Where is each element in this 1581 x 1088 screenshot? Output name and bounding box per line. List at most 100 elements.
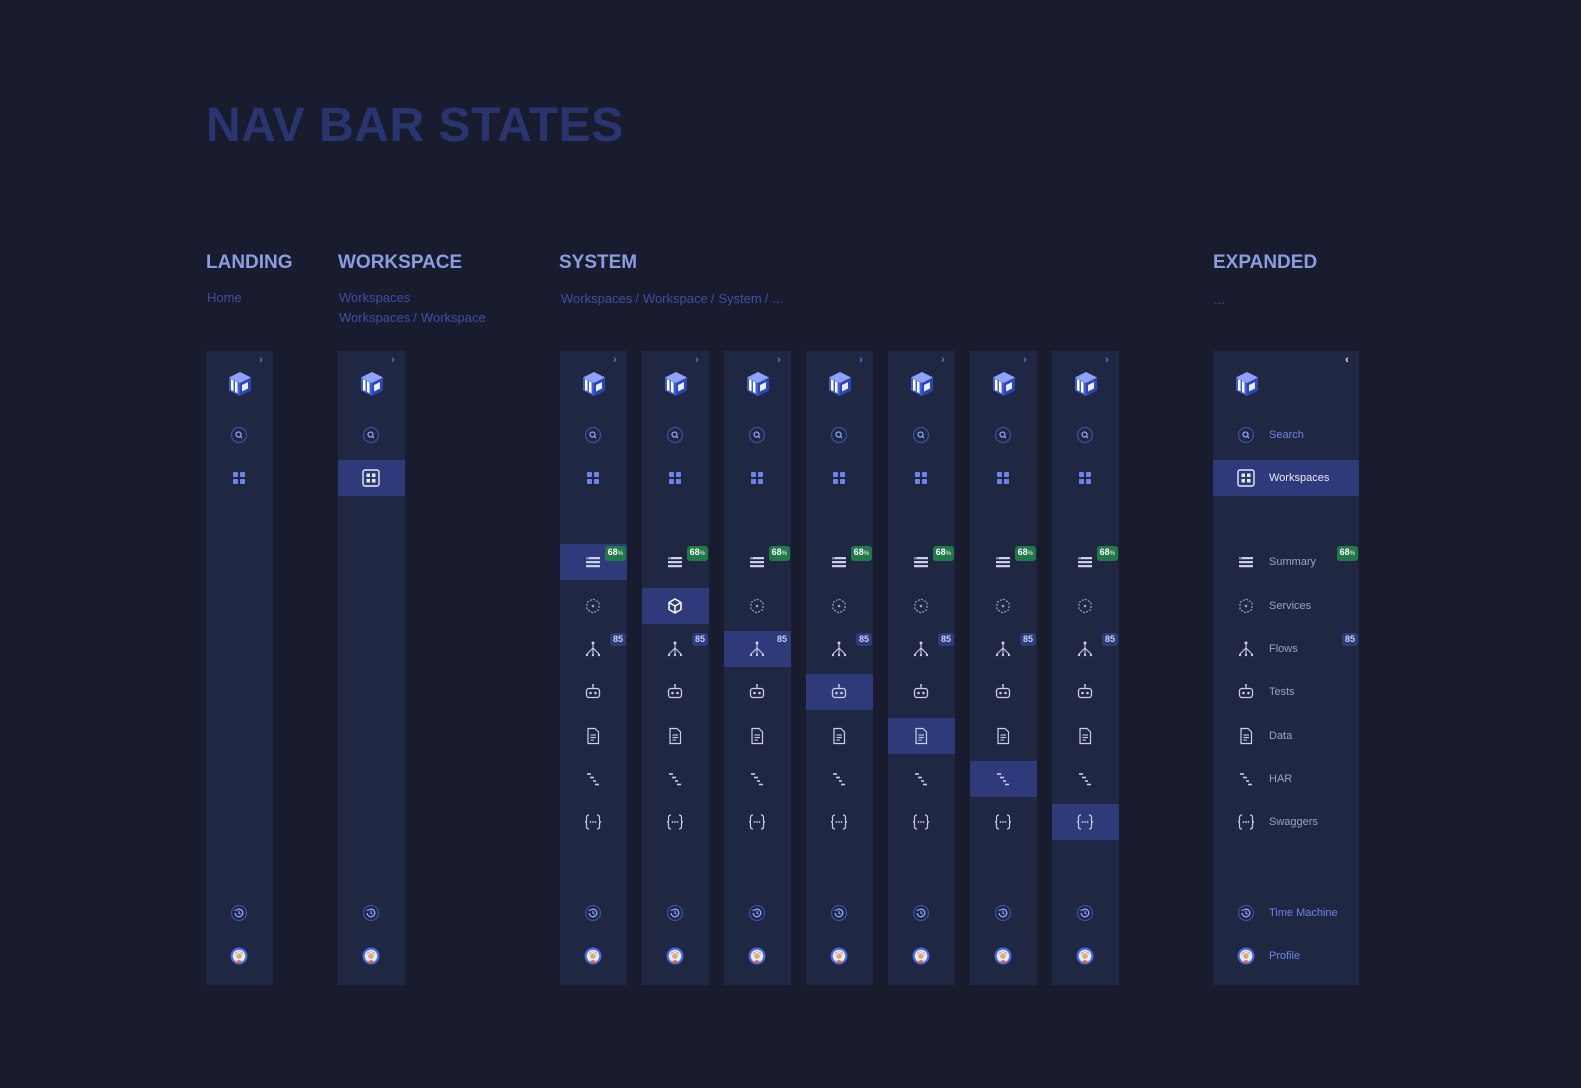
nav-item-flows[interactable]: 85 [1052,631,1119,667]
nav-item-time-machine[interactable] [806,895,873,931]
nav-item-profile[interactable] [806,938,873,974]
nav-item-data[interactable] [724,718,791,754]
nav-item-data[interactable]: Data [1213,718,1359,754]
nav-item-swaggers[interactable]: Swaggers [1213,804,1359,840]
nav-item-har[interactable] [724,761,791,797]
nav-item-summary[interactable]: 68% [888,544,955,580]
nav-item-summary[interactable]: 68% [970,544,1037,580]
nav-item-workspaces[interactable] [560,460,627,496]
nav-item-tests[interactable] [888,674,955,710]
nav-item-swaggers[interactable] [970,804,1037,840]
nav-item-flows[interactable]: 85 [970,631,1037,667]
nav-item-services[interactable] [1052,588,1119,624]
nav-item-har[interactable] [970,761,1037,797]
nav-item-workspaces[interactable] [724,460,791,496]
nav-item-workspaces[interactable] [338,460,405,496]
breadcrumb-workspace[interactable]: Workspace [642,291,708,306]
breadcrumb-home[interactable]: Home [207,290,242,305]
nav-item-search[interactable] [970,417,1037,453]
nav-item-tests[interactable] [806,674,873,710]
nav-item-services[interactable] [888,588,955,624]
logo-icon[interactable] [1072,370,1100,398]
nav-item-time-machine[interactable] [888,895,955,931]
nav-item-swaggers[interactable] [806,804,873,840]
nav-item-search[interactable] [560,417,627,453]
nav-item-workspaces[interactable] [206,460,273,496]
nav-item-time-machine[interactable] [724,895,791,931]
nav-item-profile[interactable] [338,938,405,974]
nav-item-swaggers[interactable] [1052,804,1119,840]
nav-item-time-machine[interactable] [1052,895,1119,931]
nav-item-services[interactable] [642,588,709,624]
nav-item-tests[interactable] [1052,674,1119,710]
nav-item-time-machine[interactable] [338,895,405,931]
nav-item-summary[interactable]: Summary 68% [1213,544,1359,580]
logo-icon[interactable] [744,370,772,398]
nav-item-workspaces[interactable] [806,460,873,496]
nav-item-workspaces[interactable]: Workspaces [1213,460,1359,496]
nav-item-tests[interactable] [642,674,709,710]
nav-item-data[interactable] [806,718,873,754]
nav-item-swaggers[interactable] [642,804,709,840]
breadcrumb-workspaces[interactable]: Workspaces [339,310,411,325]
nav-item-time-machine[interactable] [970,895,1037,931]
nav-item-tests[interactable] [970,674,1037,710]
nav-item-search[interactable] [206,417,273,453]
nav-item-summary[interactable]: 68% [806,544,873,580]
nav-item-har[interactable] [888,761,955,797]
chevron-right-icon[interactable]: › [613,354,617,366]
nav-item-flows[interactable]: 85 [888,631,955,667]
nav-item-search[interactable]: Search [1213,417,1359,453]
nav-item-time-machine[interactable]: Time Machine [1213,895,1359,931]
nav-item-profile[interactable] [888,938,955,974]
chevron-right-icon[interactable]: › [1023,354,1027,366]
logo-icon[interactable] [908,370,936,398]
nav-item-search[interactable] [338,417,405,453]
nav-item-time-machine[interactable] [642,895,709,931]
nav-item-data[interactable] [888,718,955,754]
nav-item-profile[interactable]: Profile [1213,938,1359,974]
chevron-right-icon[interactable]: › [695,354,699,366]
nav-item-profile[interactable] [724,938,791,974]
nav-item-data[interactable] [1052,718,1119,754]
nav-item-summary[interactable]: 68% [560,544,627,580]
chevron-right-icon[interactable]: › [859,354,863,366]
nav-item-swaggers[interactable] [560,804,627,840]
nav-item-search[interactable] [724,417,791,453]
chevron-right-icon[interactable]: › [941,354,945,366]
nav-item-summary[interactable]: 68% [1052,544,1119,580]
logo-icon[interactable] [826,370,854,398]
nav-item-flows[interactable]: 85 [806,631,873,667]
nav-item-data[interactable] [560,718,627,754]
nav-item-tests[interactable] [560,674,627,710]
nav-item-search[interactable] [1052,417,1119,453]
nav-item-summary[interactable]: 68% [724,544,791,580]
nav-item-flows[interactable]: 85 [724,631,791,667]
nav-item-time-machine[interactable] [206,895,273,931]
nav-item-search[interactable] [806,417,873,453]
nav-item-services[interactable] [970,588,1037,624]
nav-item-swaggers[interactable] [888,804,955,840]
nav-item-data[interactable] [642,718,709,754]
nav-item-workspaces[interactable] [970,460,1037,496]
nav-item-profile[interactable] [206,938,273,974]
nav-item-profile[interactable] [642,938,709,974]
nav-item-swaggers[interactable] [724,804,791,840]
nav-item-profile[interactable] [1052,938,1119,974]
chevron-right-icon[interactable]: › [1105,354,1109,366]
nav-item-search[interactable] [888,417,955,453]
nav-item-har[interactable] [642,761,709,797]
nav-item-workspaces[interactable] [888,460,955,496]
nav-item-flows[interactable]: Flows 85 [1213,631,1359,667]
breadcrumb-system[interactable]: System [718,291,762,306]
logo-icon[interactable] [580,370,608,398]
nav-item-tests[interactable] [724,674,791,710]
nav-item-flows[interactable]: 85 [642,631,709,667]
nav-item-search[interactable] [642,417,709,453]
nav-item-data[interactable] [970,718,1037,754]
logo-icon[interactable] [226,370,254,398]
logo-icon[interactable] [1233,370,1261,398]
nav-item-flows[interactable]: 85 [560,631,627,667]
nav-item-har[interactable]: HAR [1213,761,1359,797]
breadcrumb-workspaces[interactable]: Workspaces [561,291,633,306]
